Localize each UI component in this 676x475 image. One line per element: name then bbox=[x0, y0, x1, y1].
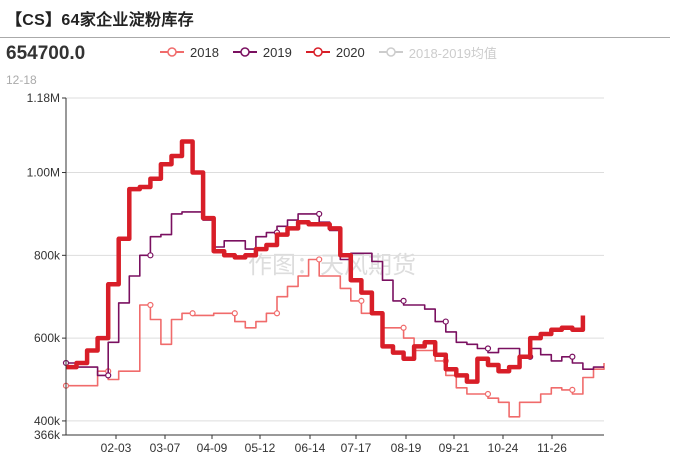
legend-label-2019: 2019 bbox=[262, 44, 292, 60]
series-point-2018-17 bbox=[189, 310, 196, 317]
header-divider bbox=[0, 37, 670, 38]
legend-marker-2020-icon bbox=[305, 47, 330, 57]
y-tick-label-3: 800k bbox=[34, 248, 61, 262]
legend-item-2020[interactable]: 2020 bbox=[305, 44, 365, 60]
series-point-2019-53 bbox=[400, 297, 407, 304]
latest-value: 654700.0 bbox=[6, 43, 86, 64]
y-tick-label-0: 366k bbox=[34, 428, 61, 442]
series-point-2018-37 bbox=[316, 256, 323, 263]
y-tick-label-2: 600k bbox=[34, 331, 61, 345]
latest-date: 12-18 bbox=[6, 73, 37, 87]
y-tick-label-5: 1.18M bbox=[27, 91, 60, 105]
series-line-2019 bbox=[66, 211, 604, 377]
x-tick-label-1: 03-07 bbox=[150, 441, 181, 455]
series-point-2019-39 bbox=[316, 210, 323, 218]
legend-label-2020: 2020 bbox=[335, 44, 365, 60]
series-point-2018-47 bbox=[400, 324, 407, 331]
series-line-2018 bbox=[66, 258, 605, 418]
series-point-2019-67 bbox=[484, 345, 492, 352]
legend-label-average: 2018-2019均值 bbox=[408, 45, 497, 61]
x-tick-label-8: 10-24 bbox=[488, 441, 519, 455]
series-point-2018-29 bbox=[273, 310, 281, 317]
legend-marker-2019-icon bbox=[232, 47, 257, 57]
series-point-2018-59 bbox=[484, 390, 492, 398]
legend-item-2019[interactable]: 2019 bbox=[232, 44, 292, 60]
series-point-2019-81 bbox=[569, 353, 576, 360]
y-tick-label-4: 1.00M bbox=[27, 166, 60, 180]
chart-title: 【CS】64家企业淀粉库存 bbox=[6, 12, 194, 29]
y-tick-label-1: 400k bbox=[34, 414, 61, 428]
series-point-2019-59 bbox=[442, 318, 449, 325]
x-tick-label-7: 09-21 bbox=[439, 441, 470, 455]
legend-marker-2018-icon bbox=[160, 47, 184, 57]
series-line-2020 bbox=[66, 139, 586, 384]
watermark-text: 作图：天风期货 bbox=[248, 251, 416, 279]
x-tick-label-3: 05-12 bbox=[245, 441, 276, 455]
chart-legend: 2018 2019 2020 2018-2019均值 bbox=[160, 43, 511, 62]
legend-item-2018[interactable]: 2018 bbox=[160, 45, 219, 60]
x-tick-label-5: 07-17 bbox=[341, 441, 372, 455]
grid-layer bbox=[66, 97, 604, 422]
legend-label-2018: 2018 bbox=[190, 44, 219, 60]
series-point-2019-13 bbox=[147, 252, 154, 259]
series-layer bbox=[62, 139, 605, 418]
series-point-2018-43 bbox=[358, 297, 365, 304]
series-point-2018-21 bbox=[231, 310, 238, 317]
legend-item-average[interactable]: 2018-2019均值 bbox=[378, 43, 497, 62]
x-tick-label-9: 11-26 bbox=[537, 441, 567, 455]
x-tick-label-4: 06-14 bbox=[295, 441, 326, 455]
series-point-2018-9 bbox=[147, 301, 154, 309]
series-point-2019-5 bbox=[105, 372, 112, 379]
x-tick-label-6: 08-19 bbox=[391, 441, 422, 455]
x-tick-label-0: 02-03 bbox=[101, 441, 132, 455]
x-tick-label-2: 04-09 bbox=[197, 441, 228, 455]
series-point-2018-73 bbox=[569, 386, 576, 393]
legend-marker-average-icon bbox=[378, 47, 403, 57]
